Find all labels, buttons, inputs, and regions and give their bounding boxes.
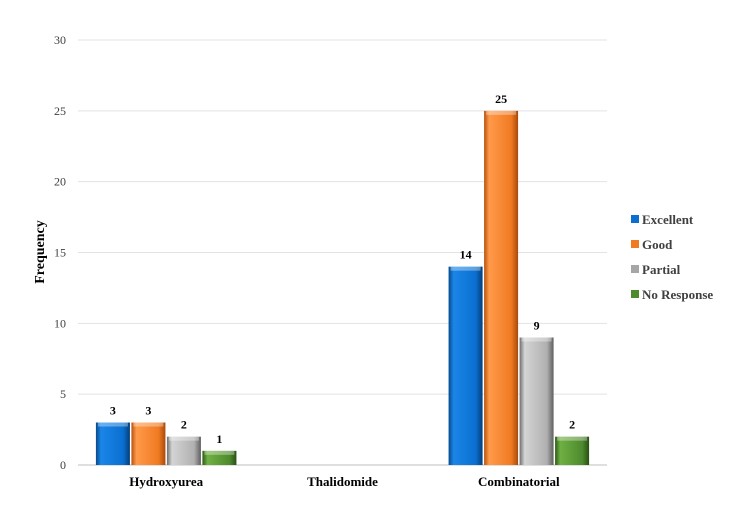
bar <box>519 337 554 465</box>
y-tick-label: 25 <box>54 104 66 118</box>
x-category-label: Hydroxyurea <box>129 474 203 489</box>
legend-swatch <box>631 240 639 248</box>
x-category-label: Thalidomide <box>307 474 378 489</box>
bar <box>484 110 519 465</box>
y-tick-label: 10 <box>54 316 66 330</box>
bar-body <box>131 422 166 465</box>
legend-label: No Response <box>642 287 713 302</box>
bar-body <box>448 266 483 465</box>
data-labels: 3 3 2 1 14 25 9 2 <box>110 92 575 446</box>
y-tick-label: 5 <box>60 387 66 401</box>
bar-bevel <box>450 266 481 271</box>
bars <box>95 110 590 465</box>
legend-label: Good <box>642 237 673 252</box>
data-label: 3 <box>145 404 151 418</box>
bar <box>166 436 201 465</box>
legend: Excellent Good Partial No Response <box>631 212 713 302</box>
bar <box>448 266 483 465</box>
legend-swatch <box>631 215 639 223</box>
bar-body <box>519 337 554 465</box>
data-label: 2 <box>569 418 575 432</box>
bar-bevel <box>486 110 517 115</box>
bar-body <box>95 422 130 465</box>
y-axis-label: Frequency <box>33 220 48 284</box>
legend-item: No Response <box>631 287 713 302</box>
bar-bevel <box>521 337 552 342</box>
legend-swatch <box>631 265 639 273</box>
data-label: 25 <box>495 92 507 106</box>
bar-body <box>166 436 201 465</box>
data-label: 9 <box>534 319 540 333</box>
grid-lines <box>78 39 607 395</box>
bar-body <box>555 436 590 465</box>
x-category-label: Combinatorial <box>478 474 560 489</box>
legend-label: Excellent <box>642 212 694 227</box>
bar <box>95 422 130 465</box>
data-label: 2 <box>181 418 187 432</box>
y-tick-label: 0 <box>60 458 66 472</box>
bar-bevel <box>97 422 128 427</box>
bar-bevel <box>168 436 199 441</box>
y-tick-label: 15 <box>54 246 66 260</box>
legend-item: Partial <box>631 262 681 277</box>
bar-bevel <box>133 422 164 427</box>
bar-body <box>484 110 519 465</box>
bar <box>131 422 166 465</box>
data-label: 1 <box>216 432 222 446</box>
x-axis-categories: Hydroxyurea Thalidomide Combinatorial <box>129 474 560 489</box>
y-tick-label: 30 <box>54 33 66 47</box>
legend-swatch <box>631 290 639 298</box>
legend-item: Good <box>631 237 673 252</box>
y-axis-ticks: 0 5 10 15 20 25 30 <box>54 33 66 472</box>
data-label: 14 <box>460 248 472 262</box>
bar-bevel <box>557 436 588 441</box>
legend-label: Partial <box>642 262 681 277</box>
bar-body <box>202 450 237 465</box>
data-label: 3 <box>110 404 116 418</box>
bar <box>555 436 590 465</box>
y-tick-label: 20 <box>54 175 66 189</box>
bar-bevel <box>204 450 235 455</box>
bar <box>202 450 237 465</box>
legend-item: Excellent <box>631 212 694 227</box>
